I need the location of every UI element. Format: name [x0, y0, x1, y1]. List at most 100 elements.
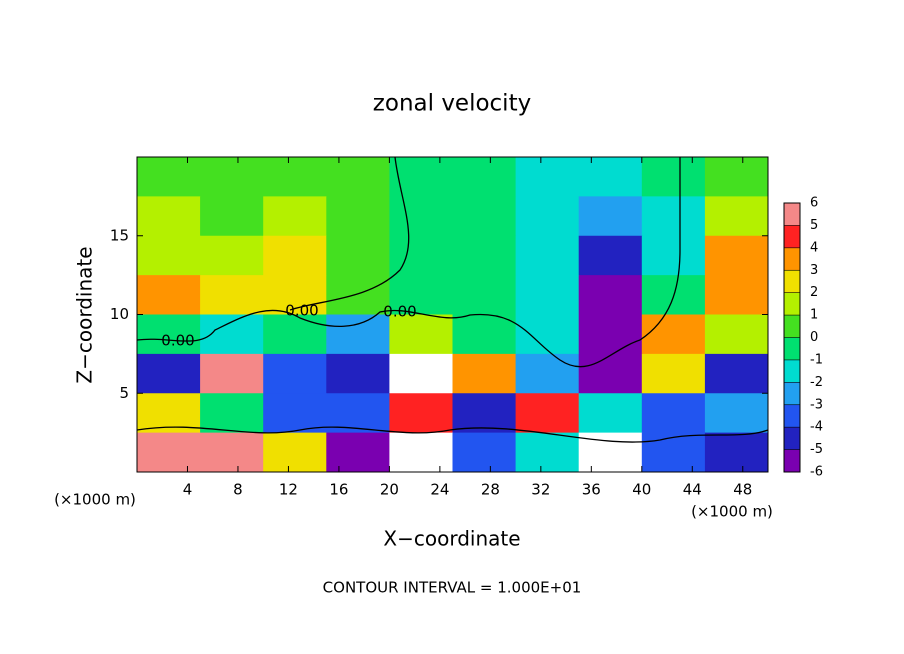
cell	[326, 235, 390, 276]
cell	[515, 235, 580, 276]
cell	[137, 393, 201, 434]
cell	[137, 157, 201, 197]
cell	[137, 314, 201, 355]
cell	[578, 314, 643, 355]
cell	[452, 314, 517, 355]
cell	[641, 353, 706, 394]
colorbar-tick-label: -3	[810, 397, 823, 412]
cell	[137, 353, 201, 394]
x-tick-label: 8	[233, 481, 243, 499]
cell	[578, 353, 643, 394]
cell	[578, 157, 643, 197]
cell	[263, 157, 327, 197]
cell	[578, 235, 643, 276]
contour-lines	[136, 156, 769, 443]
cell	[704, 157, 769, 197]
cell	[704, 314, 769, 355]
cell	[200, 353, 264, 394]
cell	[515, 314, 580, 355]
cell	[389, 353, 453, 394]
contour-label: 0.00	[285, 302, 318, 320]
cell	[389, 235, 453, 276]
cell	[389, 157, 453, 197]
cell	[137, 432, 201, 473]
cell	[200, 393, 264, 434]
cell	[200, 235, 264, 276]
x-tick-label: 32	[531, 481, 550, 499]
cell	[452, 353, 517, 394]
cell	[200, 432, 264, 473]
cell	[704, 235, 769, 276]
cell	[263, 235, 327, 276]
x-tick-label: 28	[481, 481, 500, 499]
colorbar-band	[784, 427, 800, 450]
x-tick-label: 16	[329, 481, 348, 499]
cell	[263, 353, 327, 394]
cell	[200, 157, 264, 197]
cell	[704, 353, 769, 394]
cell	[578, 196, 643, 237]
cell	[389, 275, 453, 315]
x-unit: (×1000 m)	[691, 503, 773, 521]
colorbar-tick-label: -1	[810, 352, 823, 367]
cell	[452, 157, 517, 197]
contour-line	[136, 426, 769, 443]
x-tick-label: 20	[380, 481, 399, 499]
colorbar-band	[784, 449, 800, 472]
contour-label: 0.00	[161, 332, 194, 350]
colorbar-band	[784, 247, 800, 271]
x-tick-label: 44	[683, 481, 702, 499]
cell	[452, 235, 517, 276]
cell	[641, 314, 706, 355]
cell	[641, 432, 706, 473]
cell	[515, 196, 580, 237]
x-tick-label: 48	[733, 481, 752, 499]
cell	[452, 196, 517, 237]
cell	[200, 314, 264, 355]
cell	[515, 353, 580, 394]
colorbar-tick-label: -5	[810, 442, 823, 457]
colorbar-band	[784, 270, 800, 293]
cell	[326, 393, 390, 434]
colorbar-band	[784, 359, 800, 383]
colorbar-tick-label: -4	[810, 420, 823, 435]
colorbar-band	[784, 315, 800, 338]
colorbar-tick-label: 4	[810, 240, 818, 255]
field	[137, 157, 769, 473]
cell	[452, 393, 517, 434]
cell	[389, 314, 453, 355]
colorbar-tick-label: -6	[810, 465, 823, 480]
cell	[641, 157, 706, 197]
cell	[389, 196, 453, 237]
colorbar-tick-label: -2	[810, 375, 823, 390]
y-tick-label: 5	[119, 384, 129, 402]
x-tick-label: 40	[632, 481, 651, 499]
cell	[452, 275, 517, 315]
cell	[641, 196, 706, 237]
cell	[326, 157, 390, 197]
x-tick-label: 4	[183, 481, 193, 499]
colorbar-tick-label: 2	[810, 285, 818, 300]
y-tick-label: 15	[110, 226, 129, 244]
cell	[578, 275, 643, 315]
cell	[578, 393, 643, 434]
cell	[326, 432, 390, 473]
cell	[515, 393, 580, 434]
cell	[200, 196, 264, 237]
cell	[515, 432, 580, 473]
colorbar-band	[784, 337, 800, 360]
colorbar-band	[784, 225, 800, 248]
cell	[389, 432, 453, 473]
cell	[263, 196, 327, 237]
y-axis-label: Z−coordinate	[73, 246, 97, 383]
cell	[326, 196, 390, 237]
cell	[704, 196, 769, 237]
cell	[137, 275, 201, 315]
cell	[137, 196, 201, 237]
colorbar-tick-label: 5	[810, 218, 818, 233]
cell	[389, 393, 453, 434]
cell	[326, 353, 390, 394]
cell	[200, 275, 264, 315]
cell	[515, 157, 580, 197]
